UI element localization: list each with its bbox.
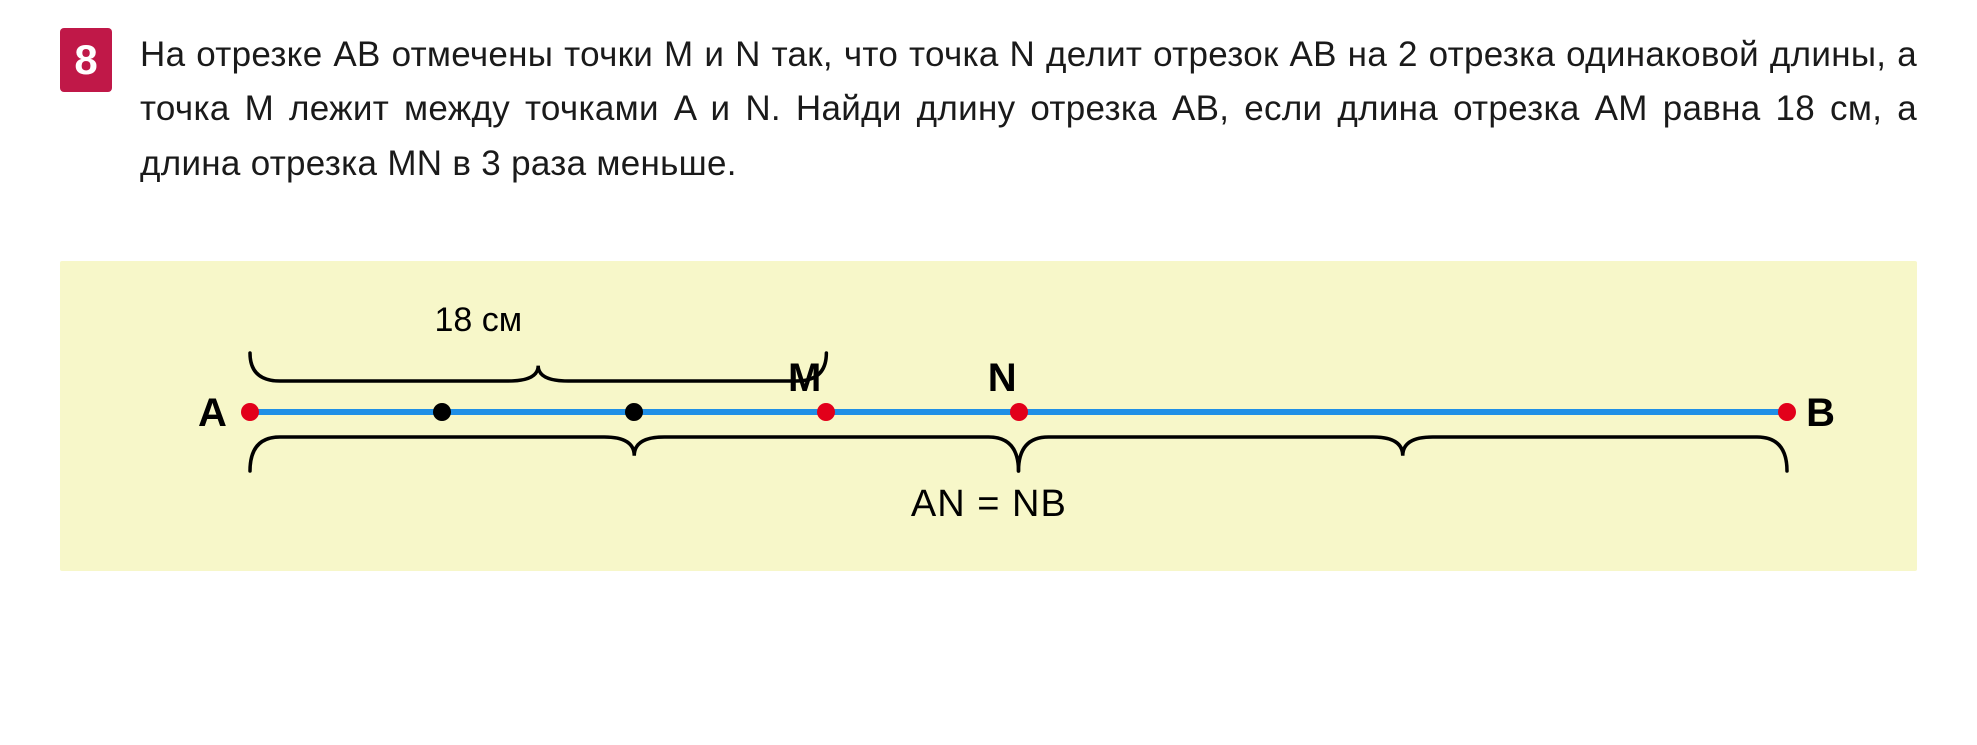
problem-text: На отрезке AB отмечены точки M и N так, … bbox=[140, 28, 1917, 191]
problem-row: 8 На отрезке AB отмечены точки M и N так… bbox=[60, 28, 1917, 191]
problem-number-badge: 8 bbox=[60, 28, 112, 92]
label-a: A bbox=[198, 391, 227, 436]
label-n: N bbox=[988, 356, 1017, 401]
label-an-eq-nb: AN = NB bbox=[911, 483, 1067, 526]
segment-diagram: A B M N 18 см AN = NB bbox=[60, 261, 1917, 571]
label-m: M bbox=[788, 356, 821, 401]
label-measure-18cm: 18 см bbox=[434, 301, 522, 340]
label-b: B bbox=[1806, 391, 1835, 436]
